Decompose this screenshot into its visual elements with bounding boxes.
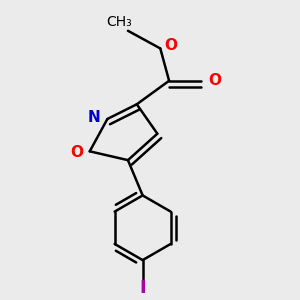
Text: I: I: [139, 279, 146, 297]
Text: N: N: [88, 110, 100, 125]
Text: O: O: [208, 73, 221, 88]
Text: O: O: [70, 145, 83, 160]
Text: O: O: [164, 38, 177, 53]
Text: CH₃: CH₃: [106, 15, 132, 29]
